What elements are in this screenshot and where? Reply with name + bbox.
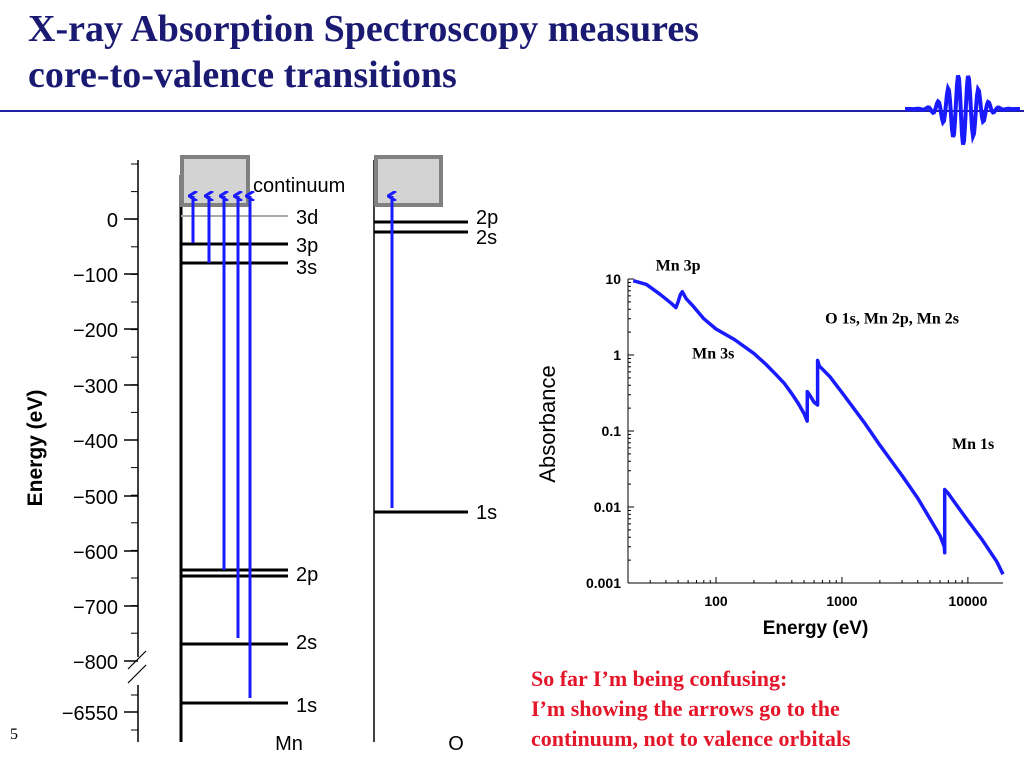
tick: −600: [73, 542, 138, 564]
level-label-o-2s: 2s: [476, 227, 497, 249]
tick-label: −800: [73, 652, 118, 674]
title-line-1: X-ray Absorption Spectroscopy measures: [28, 8, 699, 50]
level-label-o-2p: 2p: [476, 207, 498, 229]
chart-axes: [627, 278, 1003, 584]
title-divider: [0, 110, 1024, 112]
tick: −100: [73, 265, 138, 287]
level-label-mn-3d: 3d: [296, 207, 318, 229]
level-label-mn-2p: 2p: [296, 564, 318, 586]
tick: −400: [73, 431, 138, 453]
tick: −200: [73, 320, 138, 342]
y-tick-label: 10: [605, 271, 621, 287]
axis-break-mark: [127, 650, 147, 670]
o-continuum-box: [374, 155, 443, 207]
level-label-mn-1s: 1s: [296, 695, 317, 717]
continuum-label: continuum: [253, 175, 345, 197]
y-tick-label: 1: [613, 347, 621, 363]
mn-column-label: Mn: [275, 733, 303, 755]
x-axis-label: Energy (eV): [763, 618, 869, 639]
xray-wave-icon: [905, 74, 1020, 146]
page-number: 5: [10, 726, 18, 743]
tick-label: −300: [73, 376, 118, 398]
tick: −6550: [62, 703, 138, 725]
level-label-mn-3p: 3p: [296, 235, 318, 257]
tick-label: −500: [73, 487, 118, 509]
page-title: X-ray Absorption Spectroscopy measures c…: [28, 6, 908, 98]
speaker-note: So far I’m being confusing: I’m showing …: [531, 664, 1011, 754]
tick: −300: [73, 376, 138, 398]
axis-break-mark: [127, 664, 147, 684]
tick-label: −600: [73, 542, 118, 564]
tick-label: 0: [107, 210, 118, 232]
chart-labels: 10 1 0.1 0.01 0.001 100 1000 10000 Energy (eV) Ab…: [535, 257, 994, 639]
o-column-label: O: [448, 733, 464, 755]
energy-axis-label: Energy (eV): [24, 390, 47, 507]
y-tick-label: 0.1: [602, 423, 622, 439]
tick-label: −6550: [62, 703, 118, 725]
edge-annotation: O 1s, Mn 2p, Mn 2s: [825, 310, 959, 327]
y-tick-label: 0.01: [594, 499, 621, 515]
tick-label: −200: [73, 320, 118, 342]
energy-level-diagram: 0 −100 −200 −300 −400 −500 −600 −700 −80…: [24, 155, 498, 755]
tick-label: −400: [73, 431, 118, 453]
edge-annotation: Mn 1s: [952, 436, 994, 453]
edge-annotation: Mn 3p: [656, 257, 701, 274]
tick: −700: [73, 597, 138, 619]
note-line-1: So far I’m being confusing:: [531, 666, 788, 691]
tick: −800: [73, 652, 138, 674]
edge-annotation: Mn 3s: [692, 345, 734, 362]
title-line-2: core-to-valence transitions: [28, 54, 457, 96]
tick: 0: [107, 210, 138, 232]
chart-marks: [632, 279, 1005, 576]
y-tick-label: 0.001: [586, 575, 621, 591]
tick-label: −700: [73, 597, 118, 619]
level-label-o-1s: 1s: [476, 502, 497, 524]
tick-label: −100: [73, 265, 118, 287]
tick: −500: [73, 487, 138, 509]
level-label-mn-3s: 3s: [296, 257, 317, 279]
note-line-3: continuum, not to valence orbitals: [531, 726, 851, 751]
x-tick-label: 1000: [826, 593, 857, 609]
y-axis-label: Absorbance: [535, 365, 560, 482]
absorbance-curve: [632, 279, 1005, 576]
level-label-mn-2s: 2s: [296, 632, 317, 654]
x-tick-label: 10000: [948, 593, 987, 609]
x-tick-label: 100: [704, 593, 728, 609]
note-line-2: I’m showing the arrows go to the: [531, 696, 840, 721]
